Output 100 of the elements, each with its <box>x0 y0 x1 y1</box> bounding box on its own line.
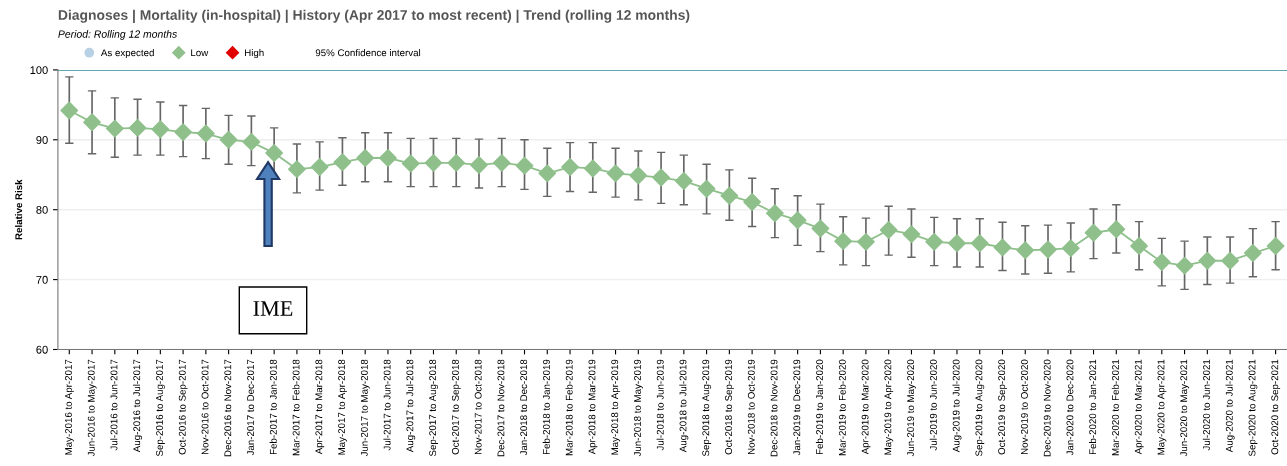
x-tick-label: May-2020 to Apr-2021 <box>1157 359 1167 455</box>
x-tick-label: Jul-2017 to Jun-2018 <box>383 359 391 451</box>
point <box>879 221 898 239</box>
x-tick-label: Sep-2020 to Aug-2021 <box>1248 359 1258 457</box>
x-tick-label: Aug-2020 to Jul-2021 <box>1225 359 1235 453</box>
point <box>242 132 261 151</box>
y-tick-label: 80 <box>36 205 48 214</box>
point <box>788 211 807 230</box>
legend-label: Low <box>191 49 209 57</box>
point <box>60 101 79 120</box>
legend-label: As expected <box>100 49 154 59</box>
point <box>652 168 670 187</box>
x-tick-label: May-2017 to Apr-2018 <box>338 359 347 455</box>
x-tick-label: Jul-2019 to Jun-2020 <box>929 359 937 451</box>
point <box>356 149 375 167</box>
y-tick-label: 100 <box>30 66 48 75</box>
point <box>401 154 420 173</box>
point <box>1266 237 1285 255</box>
point <box>287 160 306 179</box>
point <box>310 158 329 176</box>
x-tick-label: Jul-2020 to Jun-2021 <box>1202 359 1210 451</box>
x-tick-label: Jul-2016 to Jun-2017 <box>110 359 118 451</box>
x-tick-label: Jul-2018 to Jun-2019 <box>656 359 664 451</box>
point <box>424 153 443 172</box>
point <box>219 130 238 149</box>
y-axis-title: Relative Risk <box>15 179 23 240</box>
x-tick-label: Sep-2019 to Aug-2020 <box>975 359 985 457</box>
x-tick-label: May-2018 to Apr-2019 <box>611 359 621 455</box>
x-tick-label: Nov-2017 to Oct-2018 <box>474 359 482 455</box>
point <box>743 193 762 211</box>
x-tick-label: Mar-2020 to Feb-2021 <box>1111 359 1119 456</box>
point <box>151 120 170 139</box>
point <box>105 119 124 138</box>
x-tick-label: Apr-2019 to Mar-2020 <box>861 359 871 455</box>
annotation: IME <box>253 301 293 316</box>
point <box>629 166 648 185</box>
point <box>561 158 579 176</box>
x-tick-label: Jan-2019 to Dec-2019 <box>793 359 801 456</box>
point <box>379 149 397 167</box>
point <box>765 204 784 223</box>
x-tick-label: Sep-2018 to Aug-2019 <box>702 359 712 457</box>
point <box>674 172 693 190</box>
point <box>1039 240 1057 259</box>
x-tick-label: Jun-2017 to May-2018 <box>360 359 370 457</box>
point <box>834 232 853 251</box>
x-tick-label: Jun-2019 to May-2020 <box>907 359 916 457</box>
point <box>583 159 602 178</box>
x-tick-label: May-2019 to Apr-2020 <box>884 359 894 455</box>
point <box>1243 244 1262 262</box>
point <box>128 119 147 137</box>
point <box>606 164 625 183</box>
point <box>925 232 944 251</box>
point <box>1198 251 1217 270</box>
point <box>83 113 101 132</box>
point <box>697 179 716 198</box>
point <box>470 156 488 174</box>
x-tick-label: Feb-2018 to Jan-2019 <box>542 359 550 455</box>
point <box>1016 241 1035 260</box>
y-tick-label: 90 <box>36 136 48 144</box>
chart-subtitle: Period: Rolling 12 months <box>58 30 177 40</box>
x-tick-label: Jun-2018 to May-2019 <box>634 359 643 457</box>
point <box>1084 223 1103 242</box>
point <box>196 124 215 143</box>
x-tick-label: Aug-2018 to Jul-2019 <box>679 359 689 453</box>
x-tick-label: Jun-2016 to May-2017 <box>87 359 97 457</box>
x-tick-label: Aug-2019 to Jul-2020 <box>952 359 962 453</box>
x-tick-label: Oct-2019 to Sep-2020 <box>998 359 1008 455</box>
point <box>1130 237 1148 255</box>
x-tick-label: Feb-2017 to Jan-2018 <box>269 359 277 455</box>
x-tick-label: Oct-2018 to Sep-2019 <box>725 359 734 455</box>
x-tick-label: Oct-2020 to Sep-2021 <box>1271 359 1281 455</box>
point <box>1107 220 1126 239</box>
point <box>538 164 557 183</box>
x-tick-label: Dec-2018 to Nov-2019 <box>770 359 778 457</box>
point <box>1221 251 1240 270</box>
point <box>993 238 1012 257</box>
point <box>1175 256 1194 275</box>
point <box>333 153 352 172</box>
point <box>515 156 534 175</box>
x-tick-label: Dec-2019 to Nov-2020 <box>1043 359 1051 457</box>
x-tick-label: Feb-2019 to Jan-2020 <box>815 359 824 455</box>
x-tick-label: Apr-2017 to Mar-2018 <box>315 359 325 455</box>
x-tick-label: Mar-2017 to Feb-2018 <box>292 359 300 456</box>
point <box>857 232 875 251</box>
point <box>492 153 511 172</box>
x-tick-label: Feb-2020 to Jan-2021 <box>1089 359 1097 455</box>
point <box>902 225 921 244</box>
y-tick-label: 60 <box>36 345 48 354</box>
x-tick-label: Nov-2018 to Oct-2019 <box>747 359 755 455</box>
x-tick-label: Dec-2017 to Nov-2018 <box>497 359 505 457</box>
x-tick-label: Dec-2016 to Nov-2017 <box>224 359 232 457</box>
x-tick-label: Oct-2017 to Sep-2018 <box>451 359 461 455</box>
point <box>948 234 966 253</box>
chart-title: Diagnoses | Mortality (in-hospital) | History (Apr 2017 to most recent) | Trend (rolling 12 months) <box>58 9 690 23</box>
x-tick-label: Mar-2019 to Feb-2020 <box>838 359 846 456</box>
point <box>970 234 989 253</box>
x-tick-label: Apr-2020 to Mar-2021 <box>1134 359 1144 455</box>
legend-label: High <box>245 49 264 59</box>
x-tick-label: Aug-2016 to Jul-2017 <box>133 359 143 453</box>
point <box>174 123 193 142</box>
